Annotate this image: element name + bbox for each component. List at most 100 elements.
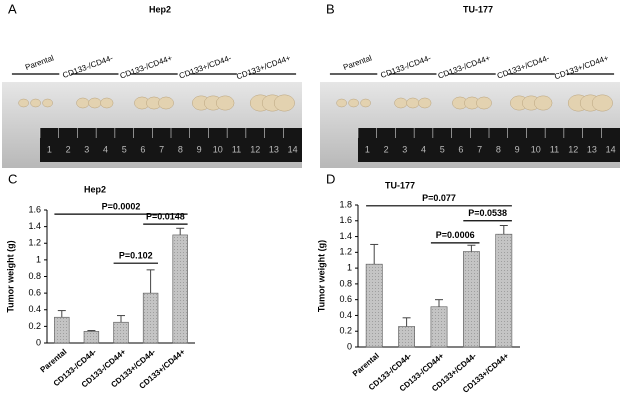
ruler-number: 4 — [103, 144, 108, 154]
ruler-number: 8 — [178, 144, 183, 154]
photo-title: TU-177 — [463, 4, 493, 14]
group-label: CD133+/CD44- — [178, 53, 233, 80]
y-tick-label: 1.2 — [339, 247, 352, 257]
photo-title: Hep2 — [149, 4, 171, 14]
tumor — [418, 97, 432, 109]
ruler-number: 14 — [606, 144, 616, 154]
tumor — [394, 97, 408, 109]
ruler-number: 3 — [84, 144, 89, 154]
ruler-number: 1 — [47, 144, 52, 154]
ruler-number: 9 — [197, 144, 202, 154]
panel-label: A — [8, 1, 17, 16]
group-label: CD133+/CD44+ — [553, 53, 610, 81]
panel-label: C — [8, 171, 17, 186]
chart-title: Hep2 — [84, 184, 106, 194]
panel-label: B — [326, 1, 335, 16]
y-tick-label: 1 — [36, 254, 41, 264]
p-value: P=0.102 — [119, 251, 153, 261]
p-value: P=0.0002 — [102, 202, 141, 212]
x-tick-label: Parental — [351, 351, 381, 378]
ruler-number: 11 — [550, 144, 559, 154]
y-tick-label: 1.4 — [28, 221, 41, 231]
ruler-number: 12 — [568, 144, 578, 154]
tumor — [158, 96, 174, 110]
ruler-number: 4 — [421, 144, 426, 154]
bar-texture — [54, 317, 70, 343]
bar-texture — [398, 326, 415, 347]
y-axis-label: Tumor weight (g) — [5, 240, 15, 312]
ruler-number: 2 — [384, 144, 389, 154]
y-tick-label: 1.6 — [339, 215, 352, 225]
ruler-number: 7 — [477, 144, 482, 154]
ruler-number: 11 — [232, 144, 241, 154]
p-value: P=0.077 — [422, 193, 456, 203]
tumor — [18, 98, 29, 108]
tumor — [30, 98, 41, 108]
tumor — [360, 98, 371, 108]
y-tick-label: 0.6 — [339, 294, 352, 304]
tumor — [100, 97, 114, 109]
ruler-number: 13 — [587, 144, 597, 154]
ruler-number: 2 — [66, 144, 71, 154]
tumor — [76, 97, 90, 109]
y-tick-label: 1.2 — [28, 238, 41, 248]
tumor — [88, 97, 102, 109]
y-tick-label: 0.4 — [28, 304, 41, 314]
group-label: CD133-/CD44+ — [437, 53, 492, 80]
y-axis-label: Tumor weight (g) — [316, 240, 326, 312]
y-tick-label: 1 — [347, 262, 352, 272]
y-tick-label: 0.8 — [339, 278, 352, 288]
tumor — [591, 94, 613, 112]
bar-texture — [430, 306, 448, 347]
group-label: CD133+/CD44- — [496, 53, 551, 80]
ruler-number: 5 — [122, 144, 127, 154]
tumor — [476, 96, 492, 110]
p-value: P=0.0538 — [468, 208, 507, 218]
tumor — [348, 98, 359, 108]
bar-texture — [495, 234, 512, 347]
p-value: P=0.0148 — [146, 212, 185, 222]
chart-title: TU-177 — [385, 180, 415, 190]
y-tick-label: 1.6 — [28, 204, 41, 214]
panel-label: D — [326, 171, 335, 186]
p-value: P=0.0006 — [436, 230, 475, 240]
group-label: Parental — [342, 53, 373, 72]
ruler-number: 7 — [159, 144, 164, 154]
tumor — [42, 98, 53, 108]
group-label: CD133-/CD44- — [61, 53, 114, 80]
ruler-number: 1 — [365, 144, 370, 154]
tumor — [216, 95, 235, 111]
ruler-number: 8 — [496, 144, 501, 154]
tumor — [336, 98, 347, 108]
y-tick-label: 0 — [36, 337, 41, 347]
bar-texture — [113, 322, 129, 343]
tumor — [406, 97, 420, 109]
group-label: CD133+/CD44+ — [235, 53, 292, 81]
ruler-number: 14 — [288, 144, 298, 154]
ruler-number: 13 — [269, 144, 279, 154]
ruler-number: 6 — [458, 144, 463, 154]
bar-texture — [463, 251, 480, 347]
ruler-number: 10 — [213, 144, 223, 154]
bar-texture — [143, 293, 158, 343]
y-tick-label: 0 — [347, 341, 352, 351]
ruler-number: 6 — [140, 144, 145, 154]
ruler-number: 9 — [515, 144, 520, 154]
bar-texture — [172, 234, 188, 343]
y-tick-label: 0.4 — [339, 310, 352, 320]
y-tick-label: 0.6 — [28, 288, 41, 298]
y-tick-label: 0.8 — [28, 271, 41, 281]
y-tick-label: 1.4 — [339, 231, 352, 241]
ruler-number: 5 — [440, 144, 445, 154]
group-label: CD133-/CD44+ — [119, 53, 174, 80]
tumor — [534, 95, 553, 111]
y-tick-label: 1.8 — [339, 199, 352, 209]
ruler-number: 10 — [531, 144, 541, 154]
ruler-number: 12 — [250, 144, 260, 154]
y-tick-label: 0.2 — [28, 321, 41, 331]
bar-texture — [84, 331, 99, 343]
y-tick-label: 0.2 — [339, 326, 352, 336]
group-label: Parental — [24, 53, 55, 72]
